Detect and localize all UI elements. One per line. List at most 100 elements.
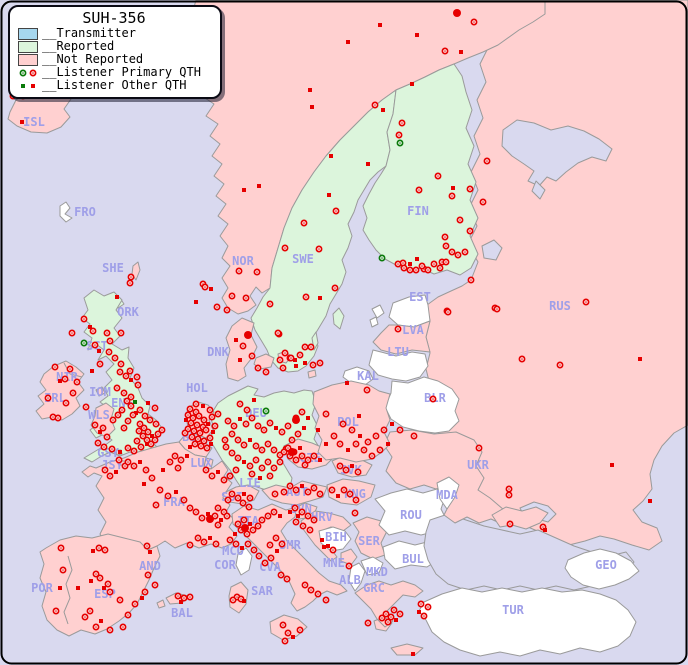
label-ser: SER <box>358 534 380 548</box>
listener-primary-qth-marker-dot <box>76 381 78 383</box>
legend-item-label: __Listener Primary QTH <box>42 65 201 79</box>
listener-other-qth-marker <box>306 416 310 420</box>
listener-primary-qth-marker-dot <box>284 640 286 642</box>
listener-primary-qth-marker-dot <box>307 515 309 517</box>
listener-primary-qth-marker-dot <box>47 397 49 399</box>
listener-primary-qth-marker-dot <box>202 426 204 428</box>
listener-primary-qth-marker-dot <box>189 544 191 546</box>
listener-other-qth-marker <box>76 586 80 590</box>
listener-primary-qth-marker-dot <box>189 408 191 410</box>
listener-other-qth-marker <box>238 417 242 421</box>
listener-primary-qth-marker-dot <box>69 368 71 370</box>
listener-primary-qth-marker-dot <box>343 489 345 491</box>
label-kal: KAL <box>357 369 379 383</box>
legend-box: SUH-356 __Transmitter __Reported __Not Rep… <box>8 5 222 99</box>
listener-primary-qth-marker-dot <box>89 610 91 612</box>
listener-other-qth-marker <box>543 528 547 532</box>
listener-primary-qth-marker-dot <box>209 437 211 439</box>
listener-other-qth-marker <box>303 361 307 365</box>
listener-other-qth-marker <box>97 349 101 353</box>
listener-primary-qth-marker-dot <box>117 414 119 416</box>
legend-color-swatch <box>18 40 38 53</box>
listener-primary-qth-marker-dot <box>199 432 201 434</box>
listener-primary-qth-marker-dot <box>136 376 138 378</box>
listener-primary-qth-marker-dot <box>60 547 62 549</box>
listener-primary-qth-marker-dot <box>420 603 422 605</box>
listener-primary-qth-marker-dot <box>273 511 275 513</box>
listener-other-qth-marker <box>459 50 463 54</box>
listener-primary-qth-marker-dot <box>223 479 225 481</box>
listener-primary-qth-marker-dot <box>281 543 283 545</box>
listener-other-qth-marker <box>257 184 261 188</box>
label-rou: ROU <box>400 508 422 522</box>
listener-primary-qth-marker-dot <box>123 427 125 429</box>
listener-primary-qth-marker-dot <box>205 469 207 471</box>
listener-primary-qth-marker-dot <box>242 345 244 347</box>
listener-primary-qth-marker-dot <box>267 443 269 445</box>
label-lva: LVA <box>402 323 424 337</box>
listener-other-qth-marker <box>381 108 385 112</box>
listener-primary-qth-marker-dot <box>319 493 321 495</box>
listener-primary-qth-marker-dot <box>333 435 335 437</box>
listener-other-qth-marker <box>150 434 154 438</box>
listener-primary-qth-marker-dot <box>83 318 85 320</box>
listener-primary-qth-marker-dot <box>139 409 141 411</box>
listener-primary-qth-marker-dot <box>214 515 216 517</box>
listener-primary-qth-marker-dot <box>246 409 248 411</box>
label-alb: ALB <box>339 573 361 587</box>
listener-other-qth-marker <box>415 33 419 37</box>
listener-other-qth-marker <box>58 586 62 590</box>
listener-primary-qth-icon <box>18 68 42 78</box>
listener-primary-qth-marker-dot <box>444 50 446 52</box>
listener-primary-qth-marker-dot <box>145 469 147 471</box>
listener-primary-qth-marker-dot <box>233 425 235 427</box>
listener-primary-qth-marker-dot <box>125 375 127 377</box>
listener-primary-qth-marker-dot <box>486 160 488 162</box>
listener-primary-qth-marker-dot <box>147 431 149 433</box>
listener-primary-qth-marker-dot <box>155 423 157 425</box>
listener-primary-qth-marker-dot <box>303 222 305 224</box>
listener-primary-qth-marker-dot <box>299 629 301 631</box>
listener-primary-qth-marker-dot <box>283 491 285 493</box>
listener-primary-qth-marker-dot <box>273 467 275 469</box>
listener-other-qth-marker <box>138 460 142 464</box>
listener-primary-qth-marker-dot <box>399 613 401 615</box>
listener-primary-qth-marker-dot <box>242 502 244 504</box>
legend-color-swatch <box>18 53 38 66</box>
label-mne: MNE <box>323 556 345 570</box>
listener-primary-qth-marker-dot <box>265 410 267 412</box>
listener-primary-qth-marker-dot <box>154 439 156 441</box>
listener-primary-qth-marker-dot <box>445 261 447 263</box>
listener-other-qth-marker <box>240 546 244 550</box>
country-wls <box>90 402 116 438</box>
listener-primary-qth-marker-dot <box>286 578 288 580</box>
listener-primary-qth-marker-dot <box>94 344 96 346</box>
listener-primary-qth-marker-dot <box>325 413 327 415</box>
listener-primary-qth-marker-dot <box>154 584 156 586</box>
listener-primary-qth-marker-dot <box>133 450 135 452</box>
listener-primary-qth-marker-dot <box>130 276 132 278</box>
listener-primary-qth-marker-dot <box>383 429 385 431</box>
listener-primary-qth-marker-dot <box>238 270 240 272</box>
listener-primary-qth-marker-dot <box>198 415 200 417</box>
listener-primary-qth-marker-dot <box>263 429 265 431</box>
listener-primary-qth-marker-dot <box>295 459 297 461</box>
listener-primary-qth-marker-dot <box>195 411 197 413</box>
listener-primary-qth-marker-dot <box>282 624 284 626</box>
label-grc: GRC <box>363 581 385 595</box>
listener-primary-qth-marker-dot <box>177 467 179 469</box>
listener-primary-qth-marker-dot <box>269 303 271 305</box>
listener-primary-qth-marker-dot <box>235 469 237 471</box>
listener-primary-qth-marker-dot <box>399 142 401 144</box>
listener-primary-qth-marker-dot <box>123 392 125 394</box>
listener-primary-qth-marker-dot <box>427 269 429 271</box>
listener-other-qth-marker <box>378 23 382 27</box>
listener-other-qth-marker <box>329 154 333 158</box>
listener-other-qth-marker <box>115 295 119 299</box>
listener-primary-qth-marker-dot <box>319 362 321 364</box>
listener-other-qth-marker <box>358 434 362 438</box>
listener-primary-qth-marker-dot <box>357 471 359 473</box>
country-esp <box>39 533 161 637</box>
listener-primary-qth-marker-dot <box>269 422 271 424</box>
listener-primary-qth-marker-dot <box>287 632 289 634</box>
